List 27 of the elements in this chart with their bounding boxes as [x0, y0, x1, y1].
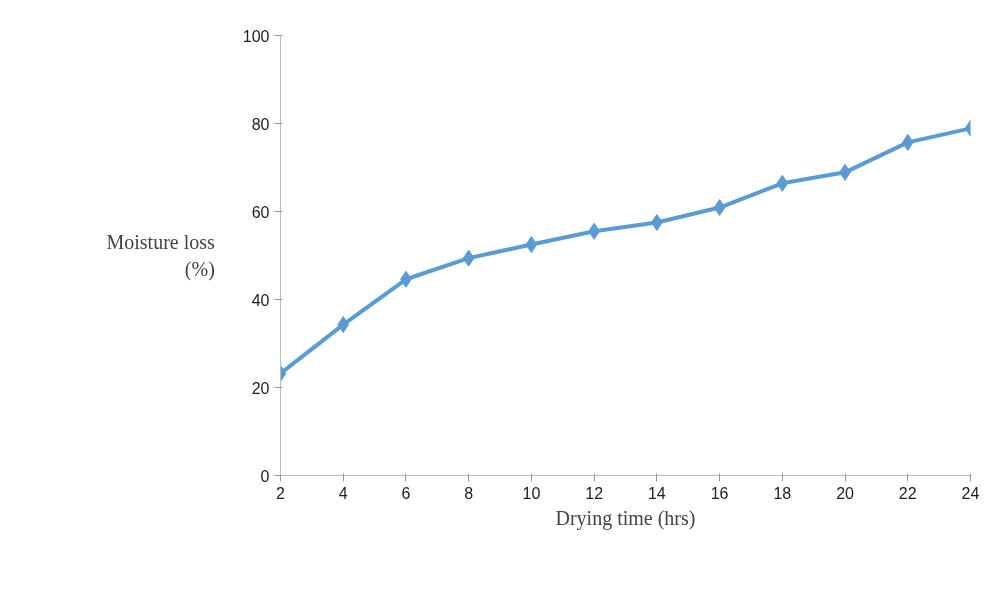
x-tick-label: 4: [338, 484, 348, 502]
x-axis-title: Drying time (hrs): [555, 506, 696, 530]
x-tick-label: 18: [773, 484, 792, 502]
point: [651, 214, 663, 231]
y-tick-label: 100: [242, 27, 270, 45]
x-tick-label: 6: [401, 484, 411, 502]
point: [525, 236, 538, 253]
y-axis-title: Moisture loss (%): [106, 231, 216, 281]
x-tick-label: 2: [276, 484, 286, 502]
x-tick-label: 20: [836, 484, 855, 502]
y-tick-label: 20: [251, 379, 270, 397]
x-tick-label: 10: [522, 484, 541, 502]
x-tick-label: 12: [585, 484, 604, 502]
y-tick-label: 40: [251, 291, 270, 309]
point: [337, 316, 350, 334]
y-tick-label: 60: [251, 203, 270, 221]
x-tick-label: 16: [710, 484, 729, 502]
x-tick-label: 22: [898, 484, 917, 502]
point: [462, 249, 475, 267]
point: [776, 174, 789, 192]
point: [713, 199, 726, 217]
y-tick-label: 80: [251, 115, 270, 133]
x-tick-label: 8: [464, 484, 474, 502]
point: [901, 133, 914, 151]
x-tick-label: 24: [961, 484, 980, 502]
y-tick-label: 0: [260, 467, 270, 485]
x-tick-label: 14: [647, 484, 666, 502]
